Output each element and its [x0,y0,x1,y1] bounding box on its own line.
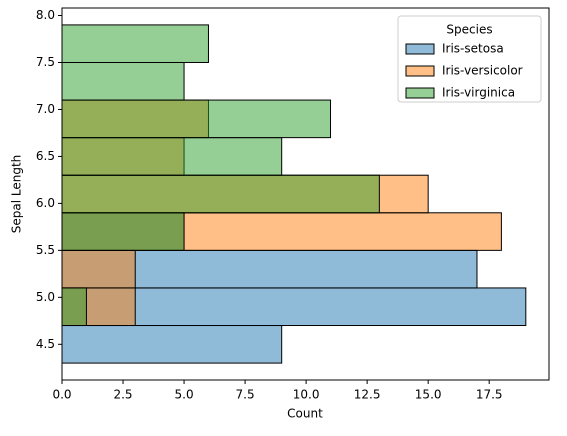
x-tick-label: 17.5 [476,388,503,402]
x-tick-label: 10.0 [293,388,320,402]
x-tick-label: 2.5 [113,388,132,402]
x-tick-label: 15.0 [415,388,442,402]
bar [61,99,332,139]
y-tick-label: 6.5 [36,149,55,163]
y-tick-label: 4.5 [36,337,55,351]
x-tick-label: 5.0 [175,388,194,402]
y-tick-label: 7.5 [36,55,55,69]
bar [61,174,380,214]
legend-label: Iris-setosa [442,42,504,56]
y-tick-label: 5.5 [36,243,55,257]
x-tick-label: 12.5 [354,388,381,402]
bar [61,212,185,251]
y-tick-label: 5.0 [36,290,55,304]
legend-label: Iris-virginica [442,86,515,100]
legend-swatch [405,65,435,77]
bar [61,249,136,289]
legend-title: Species [446,23,492,37]
y-tick-label: 7.0 [36,102,55,116]
plot-frame [61,7,550,381]
bar [61,325,283,364]
x-tick-label: 7.5 [236,388,255,402]
x-tick-label: 0.0 [52,388,71,402]
bar [61,61,185,101]
legend-swatch [405,43,435,55]
legend-swatch [405,87,435,99]
bar [61,287,527,327]
legend-label: Iris-versicolor [442,64,523,78]
bar [61,287,87,327]
y-tick-label: 6.0 [36,196,55,210]
legend-box [397,15,542,103]
bar [61,24,209,63]
y-axis-label: Sepal Length [10,155,24,234]
x-axis-label: Count [287,407,323,421]
y-tick-label: 8.0 [36,8,55,22]
bar [61,137,283,176]
legend: Species Iris-setosa Iris-versicolor Iris-vi… [397,15,542,103]
